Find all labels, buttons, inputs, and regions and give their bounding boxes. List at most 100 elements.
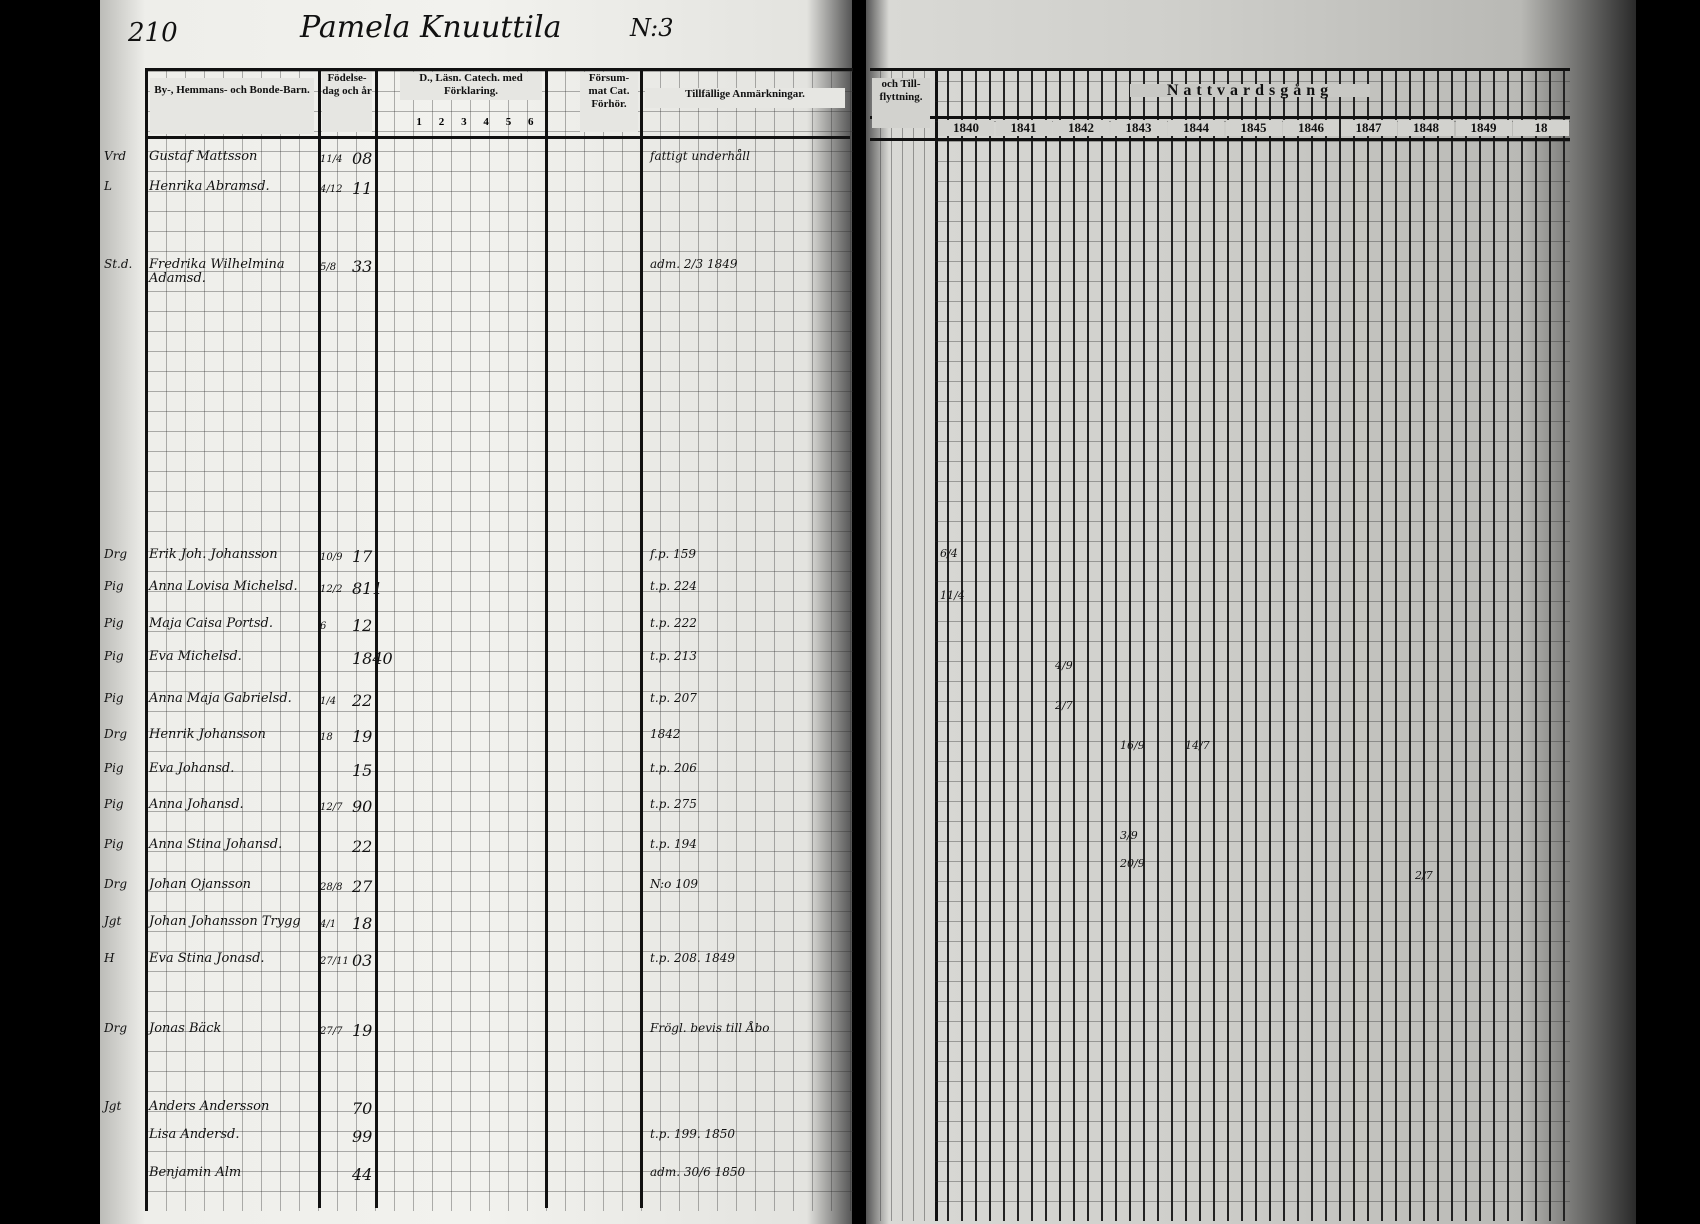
- header-missed: Försum-mat Cat. Förhör.: [580, 72, 638, 132]
- entry-note: f.p. 159: [650, 547, 697, 561]
- year-header: 18: [1513, 120, 1569, 136]
- year-header: 1844: [1168, 120, 1224, 136]
- entry-birth-year: 15: [352, 761, 373, 780]
- communion-mark: 6/4: [940, 547, 958, 560]
- entry-name: Eva Stina Jonasd.: [149, 951, 265, 966]
- entry-prefix: Pig: [104, 579, 124, 593]
- year-header: 1846: [1283, 120, 1339, 136]
- entry-birth-date: 4/1: [320, 919, 337, 930]
- catechism-number: 2: [438, 116, 445, 128]
- entry-birth-year: 11: [352, 179, 373, 198]
- entry-note: 1842: [650, 727, 681, 741]
- entry-name: Anna Stina Johansd.: [149, 837, 283, 852]
- entry-birth-year: 90: [352, 797, 373, 816]
- title-number: N:3: [630, 14, 674, 42]
- entry-name: Johan Johansson Trygg: [149, 914, 301, 929]
- entry-birth-year: 22: [352, 837, 373, 856]
- entry-birth-year: 44: [352, 1165, 373, 1184]
- entry-birth-date: 18: [320, 732, 333, 743]
- year-header: 1840: [938, 120, 994, 136]
- entry-name: Henrik Johansson: [149, 727, 266, 742]
- entry-birth-date: 12/2: [320, 584, 343, 595]
- entry-birth-date: 27/11: [320, 956, 349, 967]
- header-name: By-, Hemmans- och Bonde-Barn.: [150, 78, 314, 134]
- column-divider: [545, 68, 548, 1208]
- entry-note: t.p. 208. 1849: [650, 951, 736, 965]
- catechism-number: 5: [505, 116, 512, 128]
- communion-mark: 4/9: [1055, 659, 1073, 672]
- entry-birth-year: 08: [352, 149, 373, 168]
- entry-note: t.p. 194: [650, 837, 697, 851]
- entry-birth-date: 10/9: [320, 552, 343, 563]
- entry-name: Johan Ojansson: [149, 877, 252, 892]
- communion-mark: 2/7: [1415, 869, 1433, 882]
- year-header: 1847: [1340, 120, 1397, 136]
- entry-birth-year: 19: [352, 1021, 373, 1040]
- entry-prefix: Vrd: [104, 149, 127, 163]
- entry-birth-year: 03: [352, 951, 373, 970]
- entry-note: N:o 109: [650, 877, 699, 891]
- entry-prefix: Drg: [104, 1021, 128, 1035]
- entry-birth-year: 22: [352, 691, 373, 710]
- header-communion: Nattvardsgång: [1130, 83, 1370, 99]
- communion-mark: 11/4: [940, 589, 965, 602]
- communion-table: [935, 68, 1570, 1221]
- entry-prefix: L: [104, 179, 112, 193]
- entry-birth-year: 811: [352, 579, 383, 598]
- header-birth: Födelse-dag och år: [322, 72, 372, 132]
- entry-name: Eva Michelsd.: [149, 649, 242, 664]
- entry-name: Fredrika Wilhelmina Adamsd.: [149, 257, 285, 286]
- column-divider: [318, 68, 321, 1208]
- communion-mark: 16/9: [1120, 739, 1145, 752]
- left-register-table: [145, 68, 853, 1211]
- catechism-number: 3: [461, 116, 467, 128]
- entry-note: t.p. 222: [650, 616, 697, 630]
- entry-birth-date: 6: [320, 621, 327, 632]
- entry-name: Gustaf Mattsson: [149, 149, 258, 164]
- entry-prefix: Jgt: [104, 914, 122, 928]
- communion-mark: 2/7: [1055, 699, 1073, 712]
- entry-prefix: Pig: [104, 691, 124, 705]
- page-title: Pamela Knuuttila: [300, 10, 562, 45]
- entry-prefix: Pig: [104, 761, 124, 775]
- catechism-number: 4: [483, 116, 489, 128]
- entry-name: Anders Andersson: [149, 1099, 270, 1114]
- entry-note: t.p. 206: [650, 761, 697, 775]
- moving-column: [870, 68, 938, 1221]
- entry-birth-date: 5/8: [320, 262, 337, 273]
- header-moving: och Till-flyttning.: [872, 78, 930, 128]
- entry-name: Maja Caisa Portsd.: [149, 616, 273, 631]
- entry-note: adm. 30/6 1850: [650, 1165, 746, 1179]
- entry-note: fattigt underhåll: [650, 149, 750, 163]
- communion-mark: 20/9: [1120, 857, 1145, 870]
- entry-note: Frögl. bevis till Åbo: [650, 1021, 770, 1035]
- year-header: 1848: [1398, 120, 1454, 136]
- entry-name: Henrika Abramsd.: [149, 179, 270, 194]
- entry-birth-date: 4/12: [320, 184, 343, 195]
- entry-birth-date: 28/8: [320, 882, 343, 893]
- entry-prefix: Drg: [104, 727, 128, 741]
- catechism-number: 1: [416, 116, 422, 128]
- entry-prefix: Pig: [104, 837, 124, 851]
- entry-birth-year: 17: [352, 547, 373, 566]
- entry-note: adm. 2/3 1849: [650, 257, 738, 271]
- entry-birth-year: 1840: [352, 649, 393, 668]
- entry-name: Anna Johansd.: [149, 797, 244, 812]
- header-remarks: Tillfällige Anmärkningar.: [645, 88, 845, 108]
- entry-name: Lisa Andersd.: [149, 1127, 240, 1142]
- header-catechism: D., Läsn. Catech. med Förklaring.: [400, 72, 542, 100]
- entry-note: t.p. 275: [650, 797, 697, 811]
- catechism-numbers: 1 2 3 4 5 6: [408, 116, 542, 129]
- page-number: 210: [128, 18, 178, 48]
- entry-birth-year: 70: [352, 1099, 373, 1118]
- entry-name: Jonas Bäck: [149, 1021, 222, 1036]
- entry-note: t.p. 213: [650, 649, 697, 663]
- entry-birth-year: 19: [352, 727, 373, 746]
- entry-prefix: Pig: [104, 616, 124, 630]
- entry-name: Benjamin Alm: [149, 1165, 242, 1180]
- entry-birth-date: 12/7: [320, 802, 343, 813]
- year-header: 1845: [1225, 120, 1282, 136]
- entry-note: t.p. 224: [650, 579, 697, 593]
- entry-prefix: Pig: [104, 649, 124, 663]
- catechism-number: 6: [528, 116, 534, 128]
